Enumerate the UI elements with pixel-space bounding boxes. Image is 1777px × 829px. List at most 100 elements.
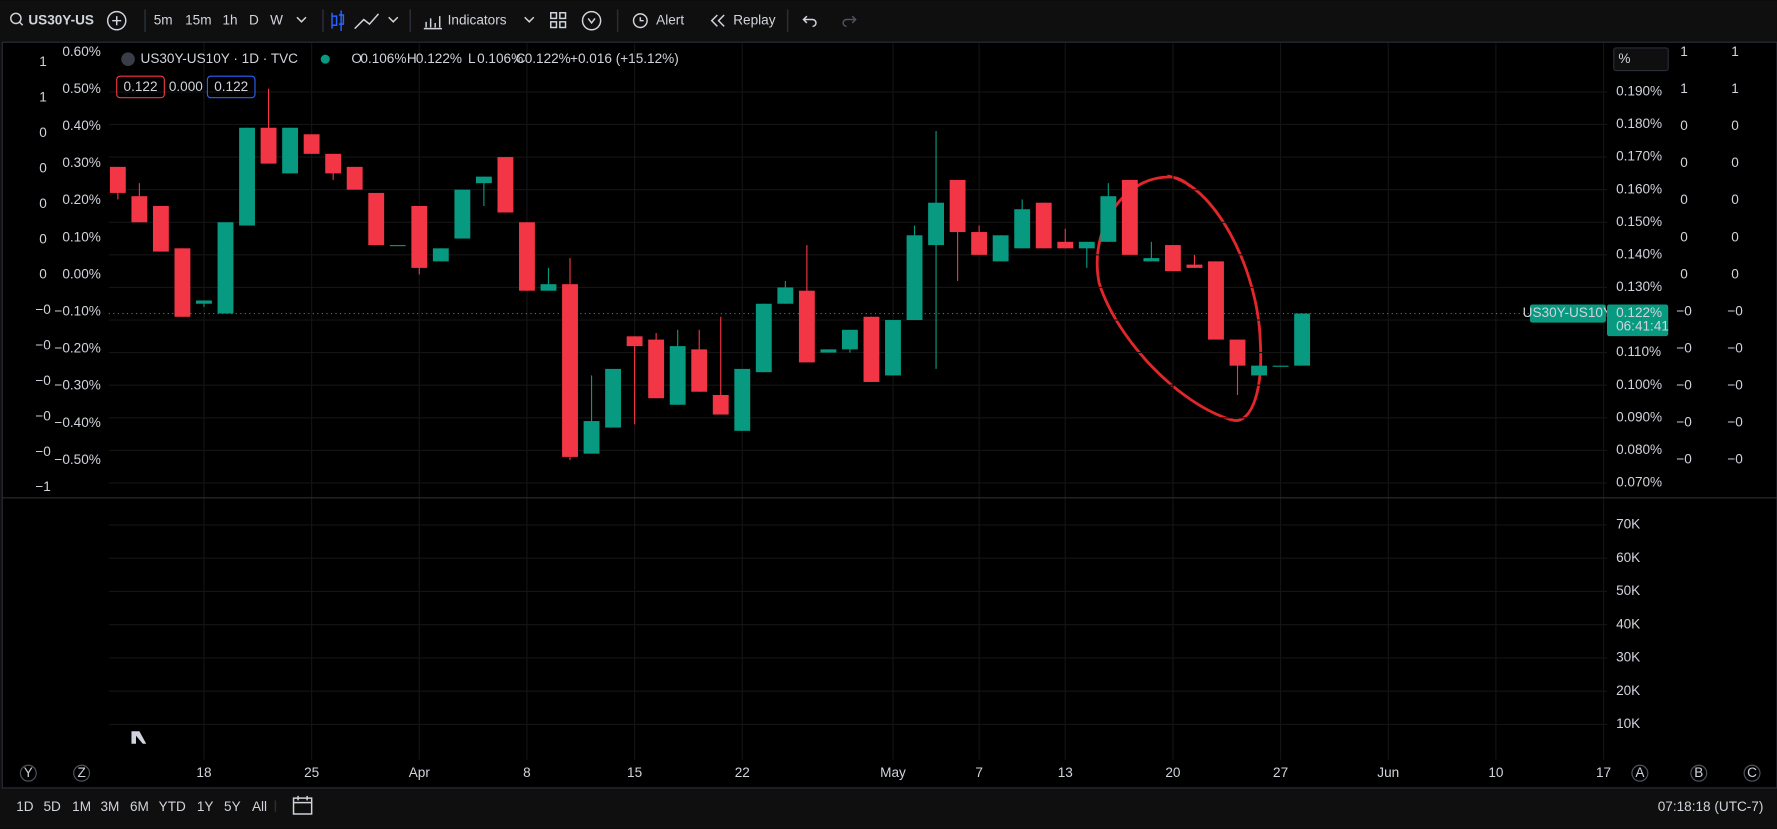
y2-tick-label: 0.40% [62,118,101,133]
interval-button[interactable]: 5m [154,12,173,27]
indicators-icon[interactable] [423,16,442,30]
range-button[interactable]: 3M [100,799,119,814]
replay-icon[interactable] [710,14,725,27]
x-tick-label: May [880,765,906,780]
scale-label: −0 [35,444,51,459]
add-symbol-button[interactable] [112,16,122,26]
axis-button-label[interactable]: C [1747,765,1757,780]
y-tick-label: 0.110% [1616,344,1661,359]
candle-body [282,127,299,174]
line-tool-button[interactable] [354,13,380,30]
scale-mode[interactable]: % [1618,51,1630,66]
candle-body [432,248,449,262]
candle-body [712,394,729,415]
templates-button[interactable] [587,17,596,25]
replay-button[interactable]: Replay [733,12,775,27]
scale-mode-box[interactable] [1613,47,1669,72]
interval-button[interactable]: D [249,12,259,27]
range-button[interactable]: YTD [159,799,186,814]
undo-button[interactable] [802,15,817,28]
alert-icon[interactable] [632,13,648,29]
interval-button[interactable]: 15m [185,12,211,27]
range-button[interactable]: 1M [72,799,91,814]
candle-body [583,421,600,454]
tradingview-logo [121,731,147,744]
y-tick-label: 0.160% [1616,181,1662,196]
axis-button[interactable] [19,764,37,782]
legend-title[interactable]: US30Y-US10Y · 1D · TVC [141,51,299,66]
candle-body [605,368,622,428]
indicators-button[interactable]: Indicators [448,12,507,27]
axis-button[interactable] [73,764,91,782]
candle-body [992,235,1009,262]
axis-button[interactable] [1743,764,1761,782]
date-range-button[interactable] [292,797,313,815]
scale-label: 1 [1731,81,1739,96]
scale-label: −0 [1676,415,1692,430]
chart-type-button[interactable] [331,10,345,31]
layout-button[interactable] [550,21,558,29]
alert-button[interactable]: Alert [656,12,684,27]
drawn-circle-annotation [1095,174,1263,422]
candle-body [260,127,277,164]
range-button[interactable]: 1Y [197,799,214,814]
legend-ohlc-label: L [468,51,476,66]
price-marker-name: US30Y-US10Y [1523,305,1612,320]
axis-button-label[interactable]: Z [77,765,85,780]
axis-button-label[interactable]: A [1635,765,1645,780]
scale-label: −0 [1727,378,1743,393]
alert-icon[interactable] [639,17,644,22]
price-marker-bg [1607,304,1669,337]
y-tick-label: 0.070% [1616,475,1662,490]
range-button[interactable]: All [252,799,267,814]
badge: 0.122 [124,79,158,94]
candle-body [174,248,191,317]
scale-label: 0 [1680,118,1688,133]
scale-label: 0 [1731,229,1739,244]
scale-label: −0 [35,408,51,423]
badge-box [206,75,256,99]
scale-label: −0 [1676,378,1692,393]
add-symbol-button[interactable] [106,10,127,31]
symbol-search[interactable]: US30Y-US [28,12,94,27]
templates-button[interactable] [581,10,602,31]
y2-tick-label: −0.20% [54,341,100,356]
scale-label: 1 [39,54,47,69]
scale-label: −0 [1727,303,1743,318]
badge: 0.000 [169,79,203,94]
layout-button[interactable] [559,12,567,20]
scale-label: 0 [1680,192,1688,207]
candle-body [1143,258,1160,262]
candle-body [239,127,255,226]
y2-tick-label: 0.00% [62,266,101,281]
layout-button[interactable] [559,21,567,29]
y2-tick-label: 0.10% [62,229,101,244]
range-button[interactable]: 6M [130,799,149,814]
range-button[interactable]: 5Y [224,799,241,814]
range-button[interactable]: 1D [16,799,34,814]
interval-button[interactable]: 1h [223,12,238,27]
axis-button-label[interactable]: B [1694,765,1703,780]
scale-label: 1 [1680,44,1688,59]
layout-button[interactable] [550,12,558,20]
range-button[interactable]: 5D [43,799,61,814]
date-range-button[interactable] [293,795,312,804]
axis-button[interactable] [1690,764,1708,782]
candle-body [1186,264,1203,268]
dropdown-chevron[interactable] [296,16,535,23]
toolbar-icons [10,9,857,815]
y2-tick-label: 0.30% [62,155,101,170]
y-tick-label: 0.100% [1616,377,1662,392]
y-tick-label: 0.190% [1616,83,1662,98]
scale-label: −1 [35,479,50,494]
axis-button-label[interactable]: Y [24,765,33,780]
candle-body [1035,202,1052,249]
interval-button[interactable]: W [270,12,283,27]
x-tick-label: 17 [1596,765,1611,780]
candle-body [820,349,837,353]
redo-button[interactable] [842,15,857,28]
scale-label: −0 [1676,303,1692,318]
candle-body [109,166,126,193]
axis-button[interactable] [1631,764,1649,782]
